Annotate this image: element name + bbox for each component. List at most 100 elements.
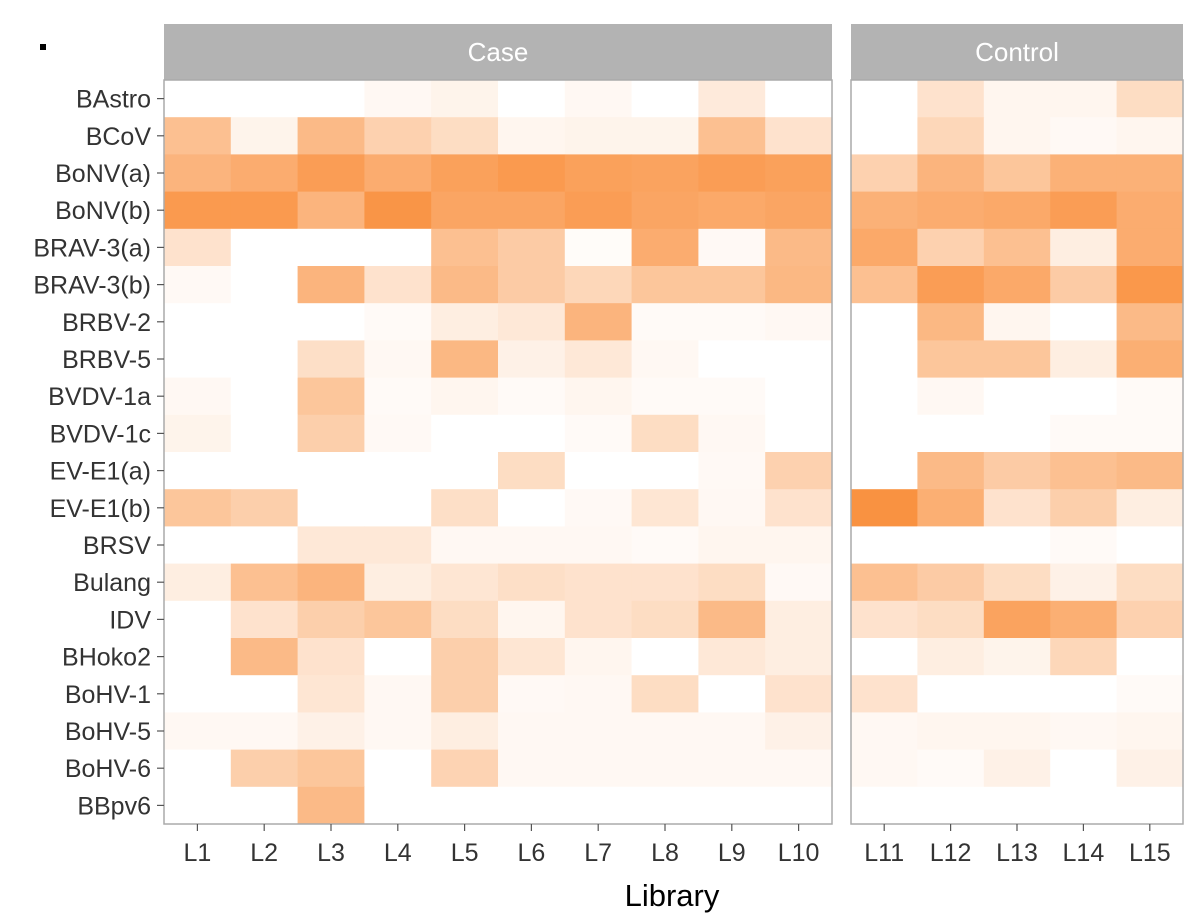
heatmap-cell — [983, 340, 1051, 379]
heatmap-cell — [1050, 786, 1118, 825]
heatmap-cell — [498, 303, 566, 341]
heatmap-cell — [983, 377, 1051, 416]
heatmap-cell — [1050, 452, 1118, 490]
heatmap-cell — [1116, 600, 1184, 639]
heatmap-cell — [917, 377, 985, 416]
heatmap-cell — [698, 786, 766, 825]
heatmap-cell — [164, 675, 232, 713]
panel-border — [163, 79, 833, 825]
heatmap-cell — [851, 266, 918, 304]
heatmap-cell — [1050, 266, 1118, 304]
heatmap-cell — [631, 414, 699, 453]
heatmap-cell — [631, 786, 699, 825]
heatmap-cell — [498, 600, 566, 639]
heatmap-cell — [631, 228, 699, 267]
heatmap-cell — [297, 80, 365, 118]
heatmap-cell — [983, 303, 1051, 341]
heatmap-cell — [765, 414, 833, 453]
heatmap-cell — [851, 489, 918, 527]
heatmap-cell — [498, 452, 566, 490]
heatmap-cell — [431, 712, 499, 751]
heatmap-cell — [1050, 526, 1118, 565]
heatmap-cell — [917, 563, 985, 602]
heatmap-cell — [498, 414, 566, 453]
heatmap-cell — [431, 786, 499, 825]
heatmap-cell — [164, 600, 232, 639]
heatmap-cell — [983, 489, 1051, 527]
heatmap-cell — [765, 80, 833, 118]
heatmap-cell — [364, 712, 432, 751]
heatmap-cell — [1116, 80, 1184, 118]
heatmap-cell — [230, 303, 299, 341]
heatmap-cell — [364, 414, 432, 453]
heatmap-cell — [698, 340, 766, 379]
heatmap-cell — [983, 600, 1051, 639]
heatmap-cell — [1116, 191, 1184, 230]
heatmap-cell — [917, 749, 985, 788]
heatmap-cell — [1050, 563, 1118, 602]
heatmap-cell — [983, 563, 1051, 602]
heatmap-cell — [498, 786, 566, 825]
x-tick-label: L8 — [651, 839, 679, 867]
heatmap-cell — [851, 452, 918, 490]
heatmap-cell — [631, 675, 699, 713]
x-tick-label: L1 — [183, 839, 211, 867]
heatmap-cell — [431, 303, 499, 341]
heatmap-cell — [983, 638, 1051, 676]
heatmap-cell — [1050, 414, 1118, 453]
heatmap-cell — [297, 749, 365, 788]
heatmap-cell — [698, 266, 766, 304]
heatmap-cell — [983, 526, 1051, 565]
heatmap-cell — [564, 414, 633, 453]
heatmap-cell — [164, 154, 232, 193]
x-tick-label: L11 — [864, 839, 904, 867]
heatmap-cell — [498, 80, 566, 118]
heatmap-cell — [765, 191, 833, 230]
heatmap-cell — [297, 489, 365, 527]
x-tick-label: L9 — [718, 839, 746, 867]
heatmap-cell — [431, 117, 499, 155]
heatmap-cell — [765, 489, 833, 527]
heatmap-cell — [917, 414, 985, 453]
y-tick-label: BoNV(b) — [55, 197, 151, 225]
heatmap-cell — [1050, 303, 1118, 341]
heatmap-cell — [1116, 228, 1184, 267]
heatmap-cell — [917, 266, 985, 304]
heatmap-cell — [564, 266, 633, 304]
heatmap-cell — [498, 377, 566, 416]
heatmap-cell — [230, 563, 299, 602]
heatmap-cell — [297, 675, 365, 713]
heatmap-cell — [564, 303, 633, 341]
heatmap-cell — [364, 377, 432, 416]
heatmap-cell — [164, 377, 232, 416]
heatmap-cell — [698, 80, 766, 118]
heatmap-cell — [851, 340, 918, 379]
heatmap-cell — [631, 340, 699, 379]
heatmap-cell — [631, 489, 699, 527]
heatmap-cell — [765, 526, 833, 565]
heatmap-cell — [917, 117, 985, 155]
heatmap-cell — [564, 675, 633, 713]
heatmap-cell — [230, 377, 299, 416]
heatmap-cell — [851, 786, 918, 825]
heatmap-cell — [564, 600, 633, 639]
heatmap-cell — [364, 117, 432, 155]
heatmap-cell — [983, 228, 1051, 267]
heatmap-cell — [364, 191, 432, 230]
y-tick-label: BRSV — [83, 532, 151, 560]
heatmap-cell — [917, 712, 985, 751]
heatmap-cell — [765, 340, 833, 379]
heatmap-cell — [1050, 749, 1118, 788]
heatmap-cell — [364, 80, 432, 118]
heatmap-cell — [297, 452, 365, 490]
x-tick-label: L13 — [996, 839, 1038, 867]
heatmap-cell — [851, 80, 918, 118]
heatmap-cell — [564, 526, 633, 565]
heatmap-cell — [631, 377, 699, 416]
heatmap-cell — [297, 340, 365, 379]
heatmap-cell — [698, 414, 766, 453]
heatmap-cell — [364, 638, 432, 676]
heatmap-cell — [564, 228, 633, 267]
heatmap-cell — [765, 786, 833, 825]
heatmap-cell — [698, 154, 766, 193]
